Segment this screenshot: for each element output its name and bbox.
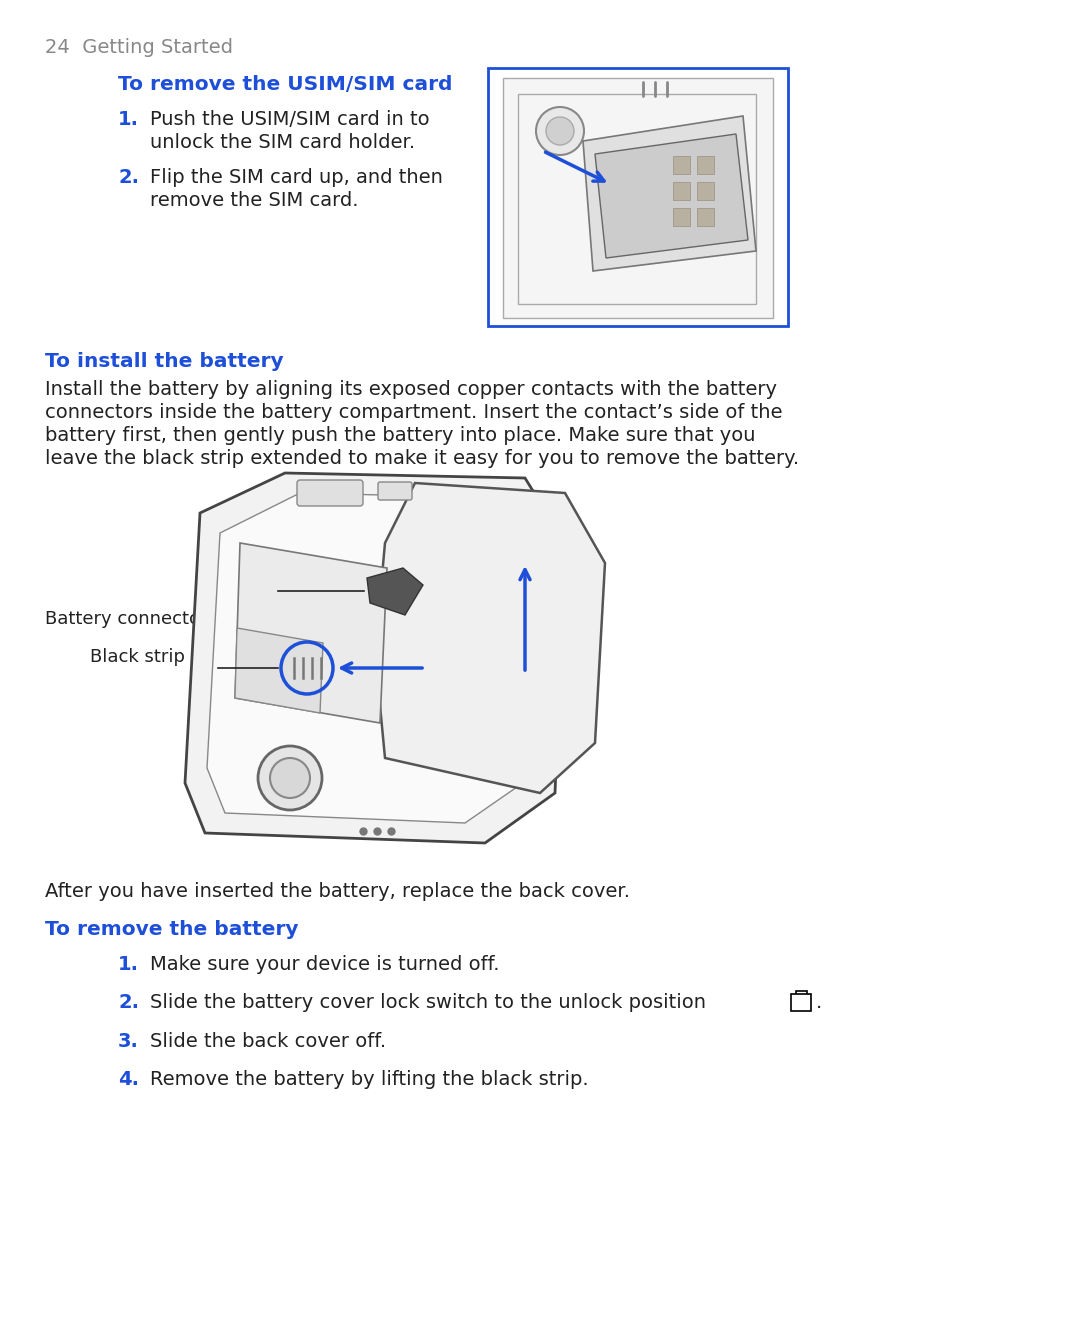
Polygon shape [595, 134, 748, 257]
Text: connectors inside the battery compartment. Insert the contact’s side of the: connectors inside the battery compartmen… [45, 403, 783, 422]
Text: 2.: 2. [118, 169, 139, 187]
Polygon shape [185, 472, 565, 843]
Polygon shape [235, 543, 387, 723]
Text: 2.: 2. [118, 993, 139, 1013]
Polygon shape [503, 78, 773, 318]
Text: 1.: 1. [118, 110, 139, 129]
Text: unlock the SIM card holder.: unlock the SIM card holder. [150, 133, 415, 153]
Bar [697, 157, 714, 174]
Circle shape [536, 107, 584, 155]
Text: Make sure your device is turned off.: Make sure your device is turned off. [150, 955, 499, 974]
Text: remove the SIM card.: remove the SIM card. [150, 191, 359, 210]
Text: .: . [816, 993, 822, 1013]
Text: 3.: 3. [118, 1032, 139, 1051]
Text: Push the USIM/SIM card in to: Push the USIM/SIM card in to [150, 110, 430, 129]
Bar [791, 994, 811, 1011]
Text: battery first, then gently push the battery into place. Make sure that you: battery first, then gently push the batt… [45, 426, 756, 445]
Text: Slide the back cover off.: Slide the back cover off. [150, 1032, 387, 1051]
Polygon shape [583, 115, 756, 271]
Text: Install the battery by aligning its exposed copper contacts with the battery: Install the battery by aligning its expo… [45, 380, 777, 399]
Bar [673, 157, 690, 174]
Text: 4.: 4. [118, 1070, 139, 1089]
FancyBboxPatch shape [488, 68, 788, 326]
Bar [673, 182, 690, 200]
Bar [673, 208, 690, 226]
Text: Slide the battery cover lock switch to the unlock position: Slide the battery cover lock switch to t… [150, 993, 706, 1013]
Text: 24  Getting Started: 24 Getting Started [45, 38, 233, 57]
Text: After you have inserted the battery, replace the back cover.: After you have inserted the battery, rep… [45, 882, 630, 901]
Text: To remove the battery: To remove the battery [45, 920, 298, 940]
Text: Flip the SIM card up, and then: Flip the SIM card up, and then [150, 169, 443, 187]
Text: Remove the battery by lifting the black strip.: Remove the battery by lifting the black … [150, 1070, 589, 1089]
Circle shape [258, 746, 322, 809]
Text: Battery connectors: Battery connectors [45, 610, 217, 628]
Text: To remove the USIM/SIM card: To remove the USIM/SIM card [118, 76, 453, 94]
Text: To install the battery: To install the battery [45, 352, 284, 372]
Text: 1.: 1. [118, 955, 139, 974]
Text: leave the black strip extended to make it easy for you to remove the battery.: leave the black strip extended to make i… [45, 449, 799, 468]
Polygon shape [235, 628, 323, 713]
FancyBboxPatch shape [378, 482, 411, 500]
Polygon shape [207, 494, 537, 823]
Circle shape [546, 117, 573, 145]
FancyBboxPatch shape [297, 480, 363, 506]
Circle shape [270, 758, 310, 798]
Bar [697, 208, 714, 226]
Bar [697, 182, 714, 200]
Text: Black strip: Black strip [90, 648, 185, 666]
Polygon shape [375, 483, 605, 794]
Polygon shape [367, 568, 423, 614]
